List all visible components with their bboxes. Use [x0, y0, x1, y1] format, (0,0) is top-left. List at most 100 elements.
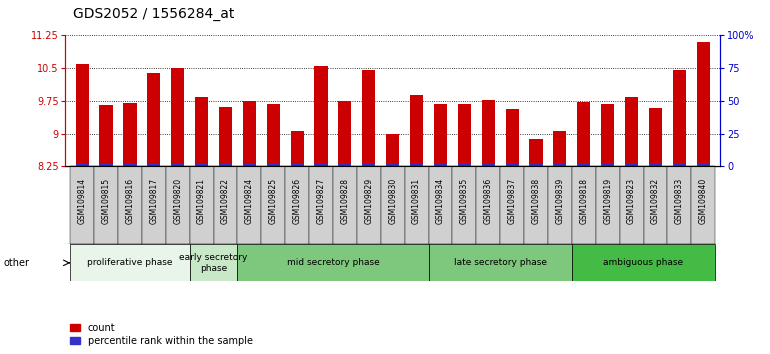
Text: GSM109839: GSM109839 [555, 178, 564, 224]
FancyBboxPatch shape [453, 166, 477, 244]
Text: GSM109818: GSM109818 [579, 178, 588, 224]
Text: GSM109830: GSM109830 [388, 178, 397, 224]
Bar [219, 164, 232, 166]
Bar [482, 100, 495, 166]
Bar [99, 105, 112, 166]
Text: GSM109828: GSM109828 [340, 178, 350, 224]
FancyBboxPatch shape [691, 166, 715, 244]
Bar [649, 164, 662, 166]
Bar [195, 97, 208, 166]
FancyBboxPatch shape [644, 166, 668, 244]
FancyBboxPatch shape [429, 166, 453, 244]
Bar [314, 164, 327, 166]
Text: late secretory phase: late secretory phase [454, 258, 547, 267]
FancyBboxPatch shape [380, 166, 405, 244]
FancyBboxPatch shape [668, 166, 691, 244]
Bar [434, 104, 447, 166]
Bar [266, 104, 280, 166]
Text: GSM109823: GSM109823 [627, 178, 636, 224]
Bar [649, 108, 662, 166]
Text: GSM109834: GSM109834 [436, 178, 445, 224]
Bar [338, 101, 351, 166]
FancyBboxPatch shape [500, 166, 524, 244]
Text: GSM109838: GSM109838 [531, 178, 541, 224]
Text: GSM109822: GSM109822 [221, 178, 230, 224]
FancyBboxPatch shape [189, 166, 213, 244]
FancyBboxPatch shape [142, 166, 166, 244]
Text: early secretory
phase: early secretory phase [179, 253, 248, 273]
Bar [314, 66, 327, 166]
Bar [625, 164, 638, 166]
Bar [147, 164, 160, 166]
Bar [386, 164, 400, 166]
Text: GSM109829: GSM109829 [364, 178, 373, 224]
Legend: count, percentile rank within the sample: count, percentile rank within the sample [70, 323, 253, 346]
FancyBboxPatch shape [309, 166, 333, 244]
Text: ambiguous phase: ambiguous phase [604, 258, 684, 267]
Bar [410, 164, 424, 166]
FancyBboxPatch shape [596, 166, 620, 244]
Text: GSM109814: GSM109814 [78, 178, 87, 224]
FancyBboxPatch shape [572, 166, 596, 244]
FancyBboxPatch shape [333, 166, 357, 244]
Bar [530, 164, 543, 166]
Bar [434, 164, 447, 166]
Text: GSM109817: GSM109817 [149, 178, 159, 224]
Bar [482, 164, 495, 166]
Bar [554, 164, 567, 166]
Bar [99, 164, 112, 166]
Text: GSM109819: GSM109819 [603, 178, 612, 224]
Text: GSM109837: GSM109837 [507, 178, 517, 224]
Text: mid secretory phase: mid secretory phase [286, 258, 380, 267]
Bar [362, 70, 376, 166]
Bar [243, 101, 256, 166]
FancyBboxPatch shape [620, 166, 644, 244]
Bar [243, 164, 256, 166]
Bar [506, 109, 519, 166]
FancyBboxPatch shape [548, 166, 572, 244]
Bar [219, 108, 232, 166]
Text: GSM109836: GSM109836 [484, 178, 493, 224]
Text: GSM109815: GSM109815 [102, 178, 111, 224]
Bar [429, 244, 572, 281]
Bar [578, 102, 591, 166]
Text: GSM109831: GSM109831 [412, 178, 421, 224]
Text: GSM109824: GSM109824 [245, 178, 254, 224]
Bar [171, 164, 184, 166]
Bar [195, 164, 208, 166]
Text: GSM109821: GSM109821 [197, 178, 206, 224]
FancyBboxPatch shape [524, 166, 548, 244]
Bar [697, 42, 710, 166]
FancyBboxPatch shape [261, 166, 285, 244]
Text: GSM109827: GSM109827 [316, 178, 326, 224]
Bar [171, 68, 184, 166]
Text: GSM109825: GSM109825 [269, 178, 278, 224]
FancyBboxPatch shape [213, 166, 237, 244]
Bar [362, 164, 376, 166]
Bar [237, 244, 429, 281]
Bar [697, 164, 710, 166]
Bar [410, 95, 424, 166]
Text: GSM109835: GSM109835 [460, 178, 469, 224]
FancyBboxPatch shape [477, 166, 500, 244]
Bar [338, 164, 351, 166]
Bar [673, 70, 686, 166]
Bar [189, 244, 237, 281]
FancyBboxPatch shape [237, 166, 261, 244]
Bar [572, 244, 715, 281]
Bar [601, 104, 614, 166]
Bar [290, 164, 303, 166]
Bar [386, 133, 400, 166]
Text: GSM109816: GSM109816 [126, 178, 135, 224]
FancyBboxPatch shape [166, 166, 189, 244]
FancyBboxPatch shape [357, 166, 380, 244]
Bar [601, 164, 614, 166]
Bar [75, 64, 89, 166]
Bar [578, 164, 591, 166]
Bar [458, 164, 471, 166]
Bar [458, 104, 471, 166]
FancyBboxPatch shape [70, 166, 94, 244]
Text: GSM109820: GSM109820 [173, 178, 182, 224]
Text: GSM109840: GSM109840 [698, 178, 708, 224]
Bar [123, 164, 136, 166]
